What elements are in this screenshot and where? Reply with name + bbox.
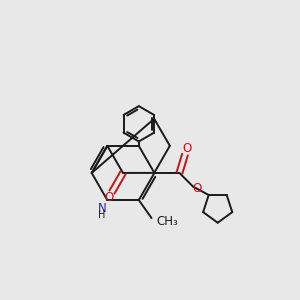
Text: H: H xyxy=(98,210,106,220)
Text: CH₃: CH₃ xyxy=(157,215,178,228)
Text: O: O xyxy=(104,191,113,204)
Text: O: O xyxy=(182,142,191,155)
Text: N: N xyxy=(98,202,106,215)
Text: O: O xyxy=(193,182,202,195)
